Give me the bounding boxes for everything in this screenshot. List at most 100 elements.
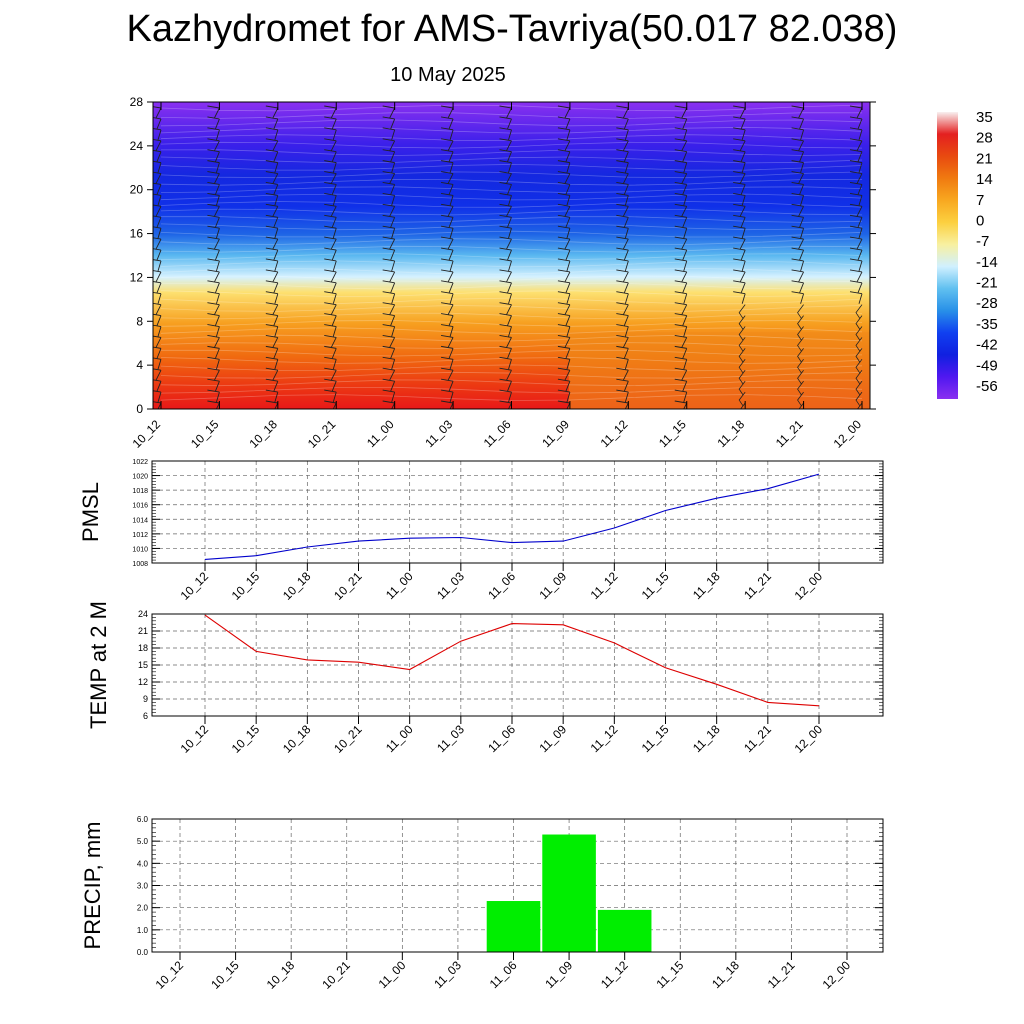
wind-barb [849,280,863,293]
y-tick-label: 1020 [132,474,148,481]
x-tick-label: 12_00 [792,569,826,603]
wind-barb [791,203,804,217]
wind-barb [207,192,220,206]
wind-barb [849,192,863,206]
wind-barb [791,105,804,119]
wind-barb [441,182,454,195]
wind-barb [738,348,746,363]
x-tick-label: 10_21 [331,722,365,756]
wind-barb [855,337,863,352]
x-tick-label: 11_00 [364,417,397,450]
wind-barb [791,258,805,272]
wind-barb [557,149,571,162]
wind-barb [616,324,629,337]
x-tick-label: 11_09 [542,958,575,991]
wind-barb [733,105,746,119]
x-tick-label: 11_15 [639,569,672,602]
wind-barb [733,127,746,140]
wind-barb [674,138,688,151]
wind-barb [798,402,804,409]
wind-barb [499,214,512,228]
wind-barb [733,258,746,272]
contour-line [160,305,863,312]
wind-barb [207,356,220,370]
wind-barb [557,182,571,195]
wind-barb [382,389,396,403]
y-tick-label: 1010 [132,546,148,553]
wind-barb [207,105,220,119]
wind-barb [616,367,629,381]
wind-barb [207,280,220,293]
wind-barb [265,302,279,315]
x-tick-label: 11_06 [487,958,520,991]
wind-barb [797,326,804,341]
wind-barb [791,127,805,140]
wind-barb [791,149,805,162]
contour-line [160,253,863,260]
wind-barb [557,105,571,119]
wind-barb [733,171,746,184]
wind-barb [557,313,571,326]
wind-barb [738,315,746,330]
wind-barb [265,160,279,173]
wind-barb [499,356,512,370]
wind-barb [207,345,220,359]
wind-barb [557,160,571,173]
x-tick-label: 11_12 [588,722,621,755]
wind-barb [382,225,396,239]
wind-barb [797,315,804,330]
y-tick-label: 1016 [132,503,148,510]
wind-barb [499,378,512,392]
y-tick-label: 28 [130,95,144,109]
contour-line [160,179,863,186]
wind-barb [265,356,279,370]
colorbar-label: -7 [976,233,989,250]
wind-barb [791,138,804,151]
wind-barb [616,269,629,283]
colorbar-ramp [937,112,958,399]
y-tick-label: 4 [136,358,143,372]
x-tick-label: 11_09 [539,417,572,450]
contour-line [160,230,863,238]
wind-barb [855,315,863,330]
x-tick-label: 10_12 [178,569,212,603]
wind-barb [738,380,746,396]
x-tick-label: 10_21 [331,569,365,603]
wind-barb [441,203,454,217]
wind-barb [499,313,512,326]
wind-barb [265,291,279,304]
colorbar-label: 7 [976,192,984,209]
wind-barb [733,247,746,261]
wind-barb [441,127,454,140]
wind-barb [738,326,746,341]
y-axis-label: PRECIP, mm [80,822,105,950]
wind-barb [849,291,863,304]
wind-barb [733,280,746,293]
wind-barb [153,204,162,217]
wind-barb [207,182,220,195]
wind-barb [207,127,220,140]
wind-barb [324,258,337,272]
x-tick-label: 11_00 [383,569,416,602]
wind-barb [791,269,804,283]
wind-barb [441,247,454,261]
wind-barb [791,291,805,304]
wind-barb [674,367,688,381]
wind-barb [324,192,337,206]
wind-barb [441,258,454,272]
wind-barb [616,214,629,228]
heatmap-cool-region [568,332,870,409]
wind-barb [153,259,162,272]
colorbar-label: -49 [976,357,998,374]
x-tick-label: 11_06 [481,417,514,450]
wind-barb [382,214,396,228]
x-tick-label: 10_18 [280,569,314,603]
wind-barb [382,313,396,326]
wind-barb [791,182,805,195]
y-tick-label: 18 [138,643,148,653]
wind-barb [324,313,337,326]
wind-barb [153,160,162,173]
wind-barb [207,378,220,392]
wind-barb [207,149,220,162]
y-tick-label: 16 [130,227,144,241]
